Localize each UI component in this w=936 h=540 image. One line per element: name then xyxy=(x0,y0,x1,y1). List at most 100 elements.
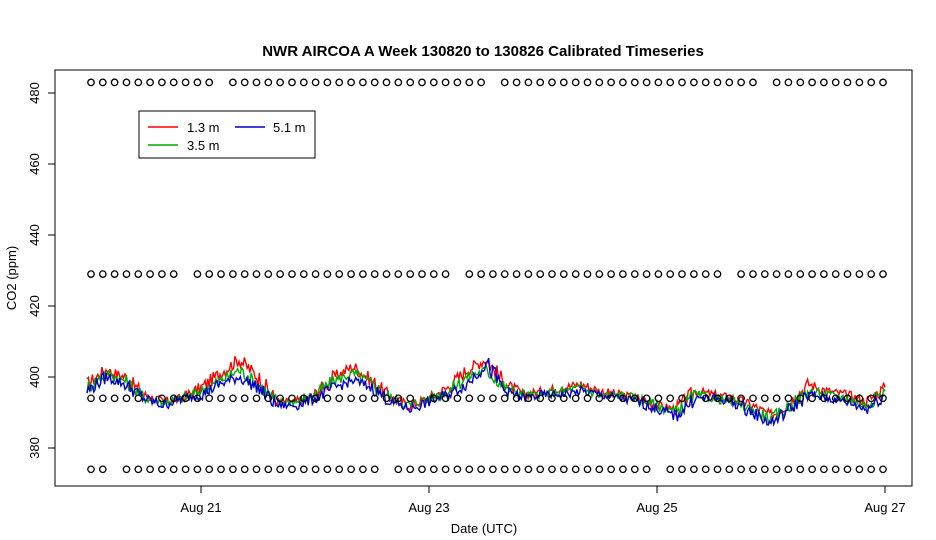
ref-point xyxy=(418,270,426,278)
ref-point xyxy=(394,465,403,474)
ref-point xyxy=(453,78,462,87)
ref-point xyxy=(288,270,296,278)
ref-point xyxy=(784,78,793,87)
ref-point xyxy=(666,270,675,278)
ref-point xyxy=(311,465,320,474)
ref-point xyxy=(772,78,781,87)
ref-point xyxy=(737,78,745,87)
ref-point xyxy=(453,465,462,474)
ref-point xyxy=(548,270,556,278)
ref-point xyxy=(666,465,675,474)
ref-point xyxy=(666,394,675,403)
ref-point xyxy=(264,394,273,403)
ref-point xyxy=(879,394,887,403)
ref-point xyxy=(311,270,320,278)
ref-point xyxy=(110,270,119,278)
ref-point xyxy=(524,270,533,278)
ref-point xyxy=(252,394,261,403)
ref-point xyxy=(548,78,556,87)
ref-point xyxy=(843,394,852,403)
ref-point xyxy=(583,394,592,403)
ref-point xyxy=(98,78,107,87)
ref-point xyxy=(98,270,107,278)
ref-point xyxy=(264,465,273,474)
ref-point xyxy=(453,394,462,403)
ref-point xyxy=(217,394,225,403)
ref-point xyxy=(642,78,651,87)
ref-point xyxy=(347,78,355,87)
y-tick-label-6: 480 xyxy=(27,82,42,104)
ref-point xyxy=(252,270,261,278)
ref-point xyxy=(276,394,284,403)
ref-point xyxy=(217,465,225,474)
ref-point xyxy=(760,465,769,474)
ref-point xyxy=(536,270,545,278)
ref-point xyxy=(630,394,639,403)
ref-point xyxy=(512,394,521,403)
ref-point xyxy=(820,270,828,278)
ref-point xyxy=(299,270,308,278)
ref-point xyxy=(169,270,178,278)
ref-point xyxy=(654,270,663,278)
ref-point xyxy=(654,78,663,87)
ref-point xyxy=(559,78,568,87)
ref-point xyxy=(335,465,344,474)
ref-point xyxy=(595,78,604,87)
ref-point xyxy=(205,270,214,278)
ref-point xyxy=(359,394,367,403)
ref-point xyxy=(500,394,509,403)
ref-point xyxy=(867,465,876,474)
chart-title: NWR AIRCOA A Week 130820 to 130826 Calib… xyxy=(262,43,704,60)
ref-point xyxy=(87,394,95,403)
ref-point xyxy=(122,465,131,474)
ref-point xyxy=(619,394,627,403)
ref-point xyxy=(335,78,344,87)
ref-point xyxy=(583,78,592,87)
ref-point xyxy=(607,78,615,87)
ref-point xyxy=(441,394,450,403)
x-axis-label: Date (UTC) xyxy=(451,521,517,536)
ref-point xyxy=(98,394,107,403)
ref-point xyxy=(630,78,639,87)
ref-point xyxy=(181,394,190,403)
x-tick-label-3: Aug 27 xyxy=(864,500,905,515)
ref-point xyxy=(240,270,249,278)
ref-point xyxy=(347,394,355,403)
plot-frame xyxy=(54,69,913,487)
ref-point xyxy=(205,78,214,87)
ref-point xyxy=(536,465,545,474)
ref-point xyxy=(429,78,438,87)
ref-point xyxy=(500,465,509,474)
ref-point xyxy=(737,465,745,474)
ref-point xyxy=(370,270,379,278)
ref-point xyxy=(122,270,131,278)
ref-point xyxy=(820,394,828,403)
ref-point xyxy=(252,465,261,474)
ref-point xyxy=(299,465,308,474)
ref-point xyxy=(831,78,840,87)
ref-point xyxy=(181,78,190,87)
ref-point xyxy=(831,394,840,403)
ref-point xyxy=(690,465,698,474)
ref-point xyxy=(678,465,686,474)
series-line-3-5-m xyxy=(86,362,886,424)
ref-point xyxy=(595,270,604,278)
ref-point xyxy=(122,78,131,87)
x-tick-label-1: Aug 23 xyxy=(408,500,449,515)
ref-point xyxy=(559,394,568,403)
ref-point xyxy=(737,270,745,278)
ref-point xyxy=(252,78,261,87)
ref-point xyxy=(678,78,686,87)
ref-point xyxy=(583,465,592,474)
ref-point xyxy=(796,394,805,403)
ref-point xyxy=(335,270,344,278)
ref-point xyxy=(500,270,509,278)
ref-point xyxy=(193,394,202,403)
ref-point xyxy=(642,270,651,278)
ref-point xyxy=(394,270,403,278)
ref-point xyxy=(311,78,320,87)
ref-point xyxy=(879,270,887,278)
ref-point xyxy=(796,465,805,474)
ref-point xyxy=(595,394,604,403)
